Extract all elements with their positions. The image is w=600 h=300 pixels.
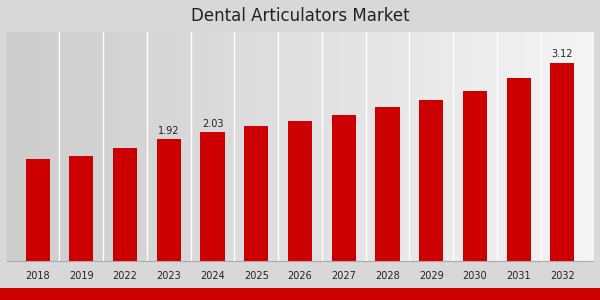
Bar xyxy=(157,139,181,261)
Bar xyxy=(288,121,312,261)
Bar xyxy=(550,63,574,261)
Bar xyxy=(506,78,531,261)
Bar xyxy=(244,126,268,261)
Text: 1.92: 1.92 xyxy=(158,126,179,136)
Bar xyxy=(463,91,487,261)
Bar xyxy=(419,100,443,261)
Bar xyxy=(113,148,137,261)
Bar xyxy=(69,156,94,261)
Text: 3.12: 3.12 xyxy=(551,50,573,59)
Text: 2.03: 2.03 xyxy=(202,119,223,129)
Title: Dental Articulators Market: Dental Articulators Market xyxy=(191,7,409,25)
Bar xyxy=(376,107,400,261)
Bar xyxy=(200,132,224,261)
Bar xyxy=(332,115,356,261)
Bar xyxy=(26,159,50,261)
